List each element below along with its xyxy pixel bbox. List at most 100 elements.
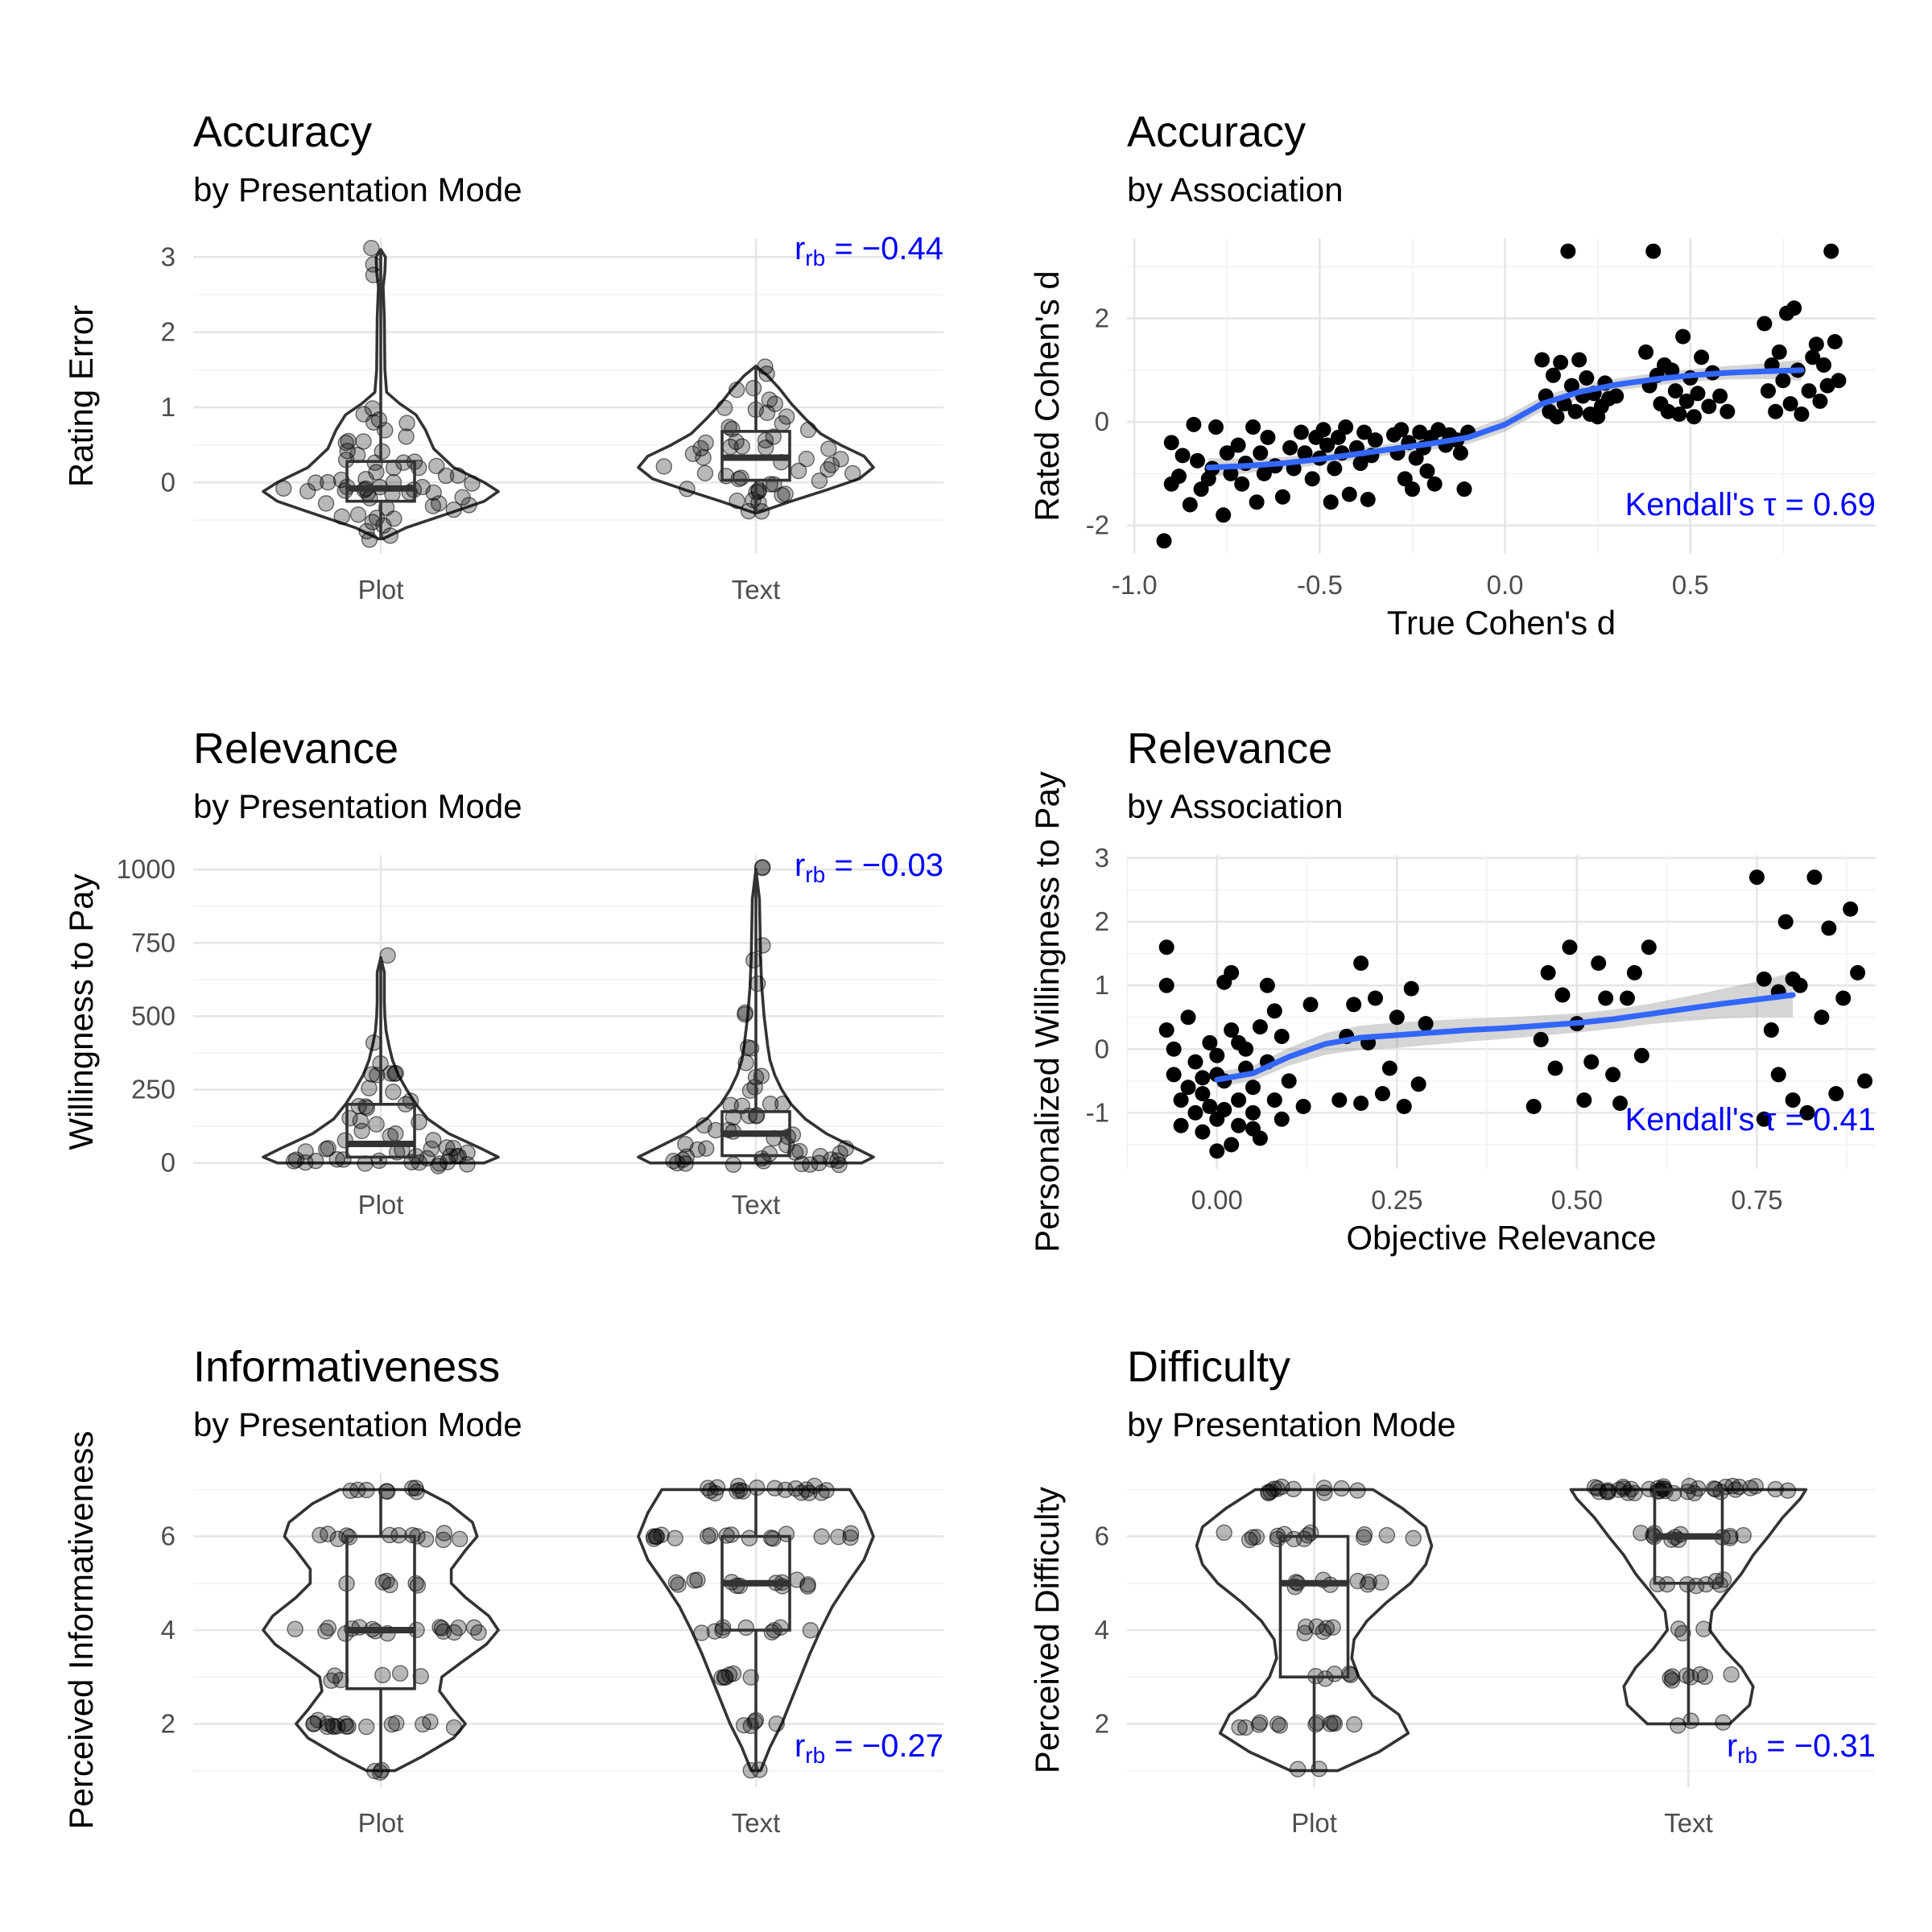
data-point [1562, 939, 1578, 956]
data-point [739, 1039, 757, 1056]
violin-shape [262, 1488, 500, 1773]
data-point [335, 1151, 352, 1168]
x-tick-label: Text [732, 1190, 781, 1220]
data-point [823, 1151, 840, 1168]
data-point [1563, 378, 1579, 394]
data-point [1723, 1666, 1740, 1683]
y-axis-label: Rated Cohen's d [1028, 270, 1066, 522]
data-point [667, 1574, 685, 1591]
data-point [391, 1665, 409, 1682]
data-point [1576, 1092, 1592, 1108]
box-iqr [345, 1534, 416, 1690]
data-point [1674, 1624, 1691, 1642]
data-point [370, 1152, 388, 1170]
data-point [1219, 445, 1235, 461]
data-point [1799, 1104, 1815, 1121]
data-point [1808, 336, 1824, 353]
data-point [679, 481, 696, 497]
data-point [1828, 1086, 1844, 1102]
y-tick-label: 0 [161, 467, 175, 497]
y-tick-label: 2 [161, 1708, 175, 1738]
data-point [1410, 1076, 1426, 1092]
data-point [1158, 1022, 1174, 1038]
violin-group-text [637, 358, 875, 520]
data-point [1525, 1098, 1542, 1114]
x-tick-label: Plot [358, 1190, 404, 1220]
data-point [1756, 1111, 1772, 1127]
data-point [1715, 1714, 1732, 1731]
data-point [1843, 901, 1859, 917]
data-point [1250, 1716, 1268, 1733]
data-point [1237, 1719, 1254, 1736]
box-iqr [345, 460, 416, 503]
data-point [737, 1005, 753, 1023]
data-point [365, 256, 382, 273]
data-point [1252, 1019, 1268, 1035]
data-point [1170, 469, 1187, 485]
data-point [723, 1526, 740, 1543]
data-point [763, 1624, 781, 1641]
data-point [1208, 419, 1224, 436]
data-point [698, 1140, 715, 1157]
data-point [358, 522, 375, 540]
data-point [1338, 419, 1354, 436]
data-point [358, 1481, 375, 1499]
smooth-ribbon [1208, 360, 1802, 477]
x-tick-label: -0.5 [1297, 570, 1343, 600]
data-point [450, 1148, 468, 1165]
data-point [1326, 1715, 1344, 1732]
y-axis-label: Rating Error [62, 305, 100, 487]
data-point [1367, 432, 1383, 448]
data-point [349, 1481, 366, 1499]
x-axis-label: Objective Relevance [1346, 1219, 1656, 1257]
data-point [1195, 1086, 1211, 1102]
data-point [757, 358, 774, 375]
data-point [1186, 416, 1202, 432]
violin-group-plot [262, 239, 500, 548]
data-point [427, 457, 445, 475]
data-point [435, 1531, 452, 1549]
data-point [1319, 437, 1335, 453]
data-point [388, 1715, 405, 1732]
data-point [1209, 1047, 1225, 1063]
violin-group-text [637, 859, 875, 1174]
data-point [1209, 1143, 1225, 1159]
data-point [737, 1055, 754, 1071]
data-point [696, 1117, 712, 1134]
x-tick-label: Text [732, 1808, 781, 1838]
y-tick-label: 0 [1095, 407, 1109, 436]
data-point [297, 1143, 314, 1160]
data-point [1805, 349, 1821, 365]
panel-title: Informativeness [193, 1343, 500, 1391]
data-point [1812, 393, 1828, 409]
data-point [445, 1624, 463, 1641]
panel-title: Relevance [193, 724, 398, 773]
panel-4: Relevance by Association Personalized Will… [1028, 724, 1876, 1257]
stat-subscript: rb [805, 246, 825, 270]
data-point [308, 474, 324, 491]
data-point [677, 1136, 694, 1153]
data-point [1806, 869, 1823, 886]
violin-shape [262, 248, 500, 541]
data-point [1381, 1060, 1397, 1076]
data-point [317, 1623, 334, 1640]
data-point [287, 1620, 303, 1637]
data-point [1655, 1478, 1672, 1495]
data-point [1260, 429, 1276, 445]
panel-3: Relevance by Presentation Mode Willingness… [62, 724, 943, 1220]
data-point [724, 1665, 742, 1682]
data-point [364, 400, 382, 417]
data-point [707, 1484, 724, 1502]
data-point [1274, 1111, 1290, 1127]
data-point [414, 478, 431, 496]
y-tick-label: 0 [161, 1148, 175, 1178]
data-point [317, 495, 335, 512]
data-point [1696, 1668, 1714, 1686]
data-point [1667, 383, 1683, 399]
data-point [1341, 486, 1357, 502]
data-point [1182, 497, 1198, 513]
violin-shape [1569, 1488, 1808, 1726]
data-point [1324, 1619, 1341, 1636]
data-point [444, 1139, 462, 1157]
data-point [696, 464, 714, 481]
